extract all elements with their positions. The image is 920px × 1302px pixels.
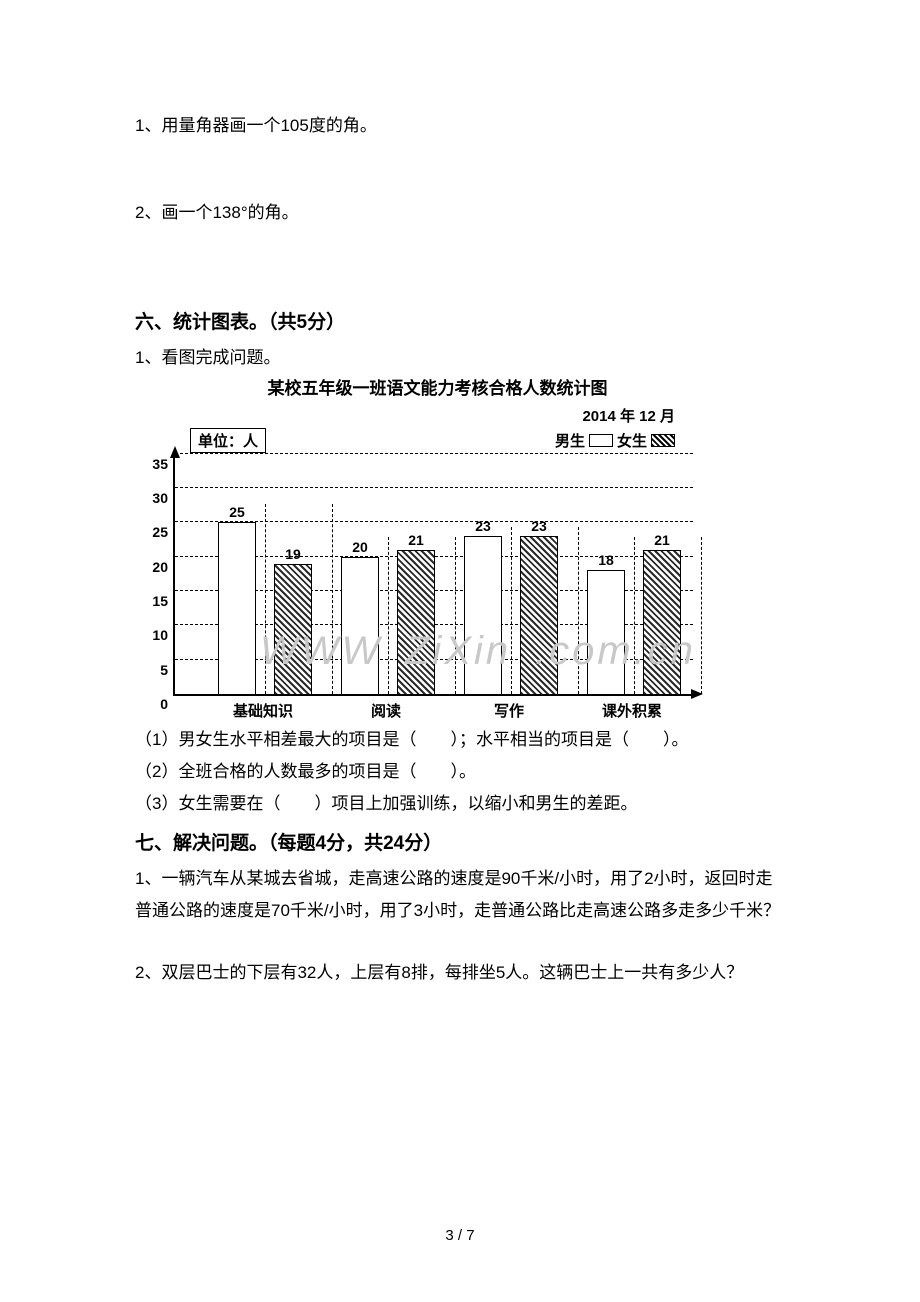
- divider: [388, 537, 389, 694]
- question-1: 1、用量角器画一个105度的角。: [135, 110, 785, 142]
- x-label: 基础知识: [233, 700, 293, 721]
- bar-value: 21: [398, 532, 434, 548]
- divider: [511, 527, 512, 694]
- s6-q1: 1、看图完成问题。: [135, 342, 785, 374]
- page-footer: 3 / 7: [0, 1227, 920, 1244]
- bar-value: 23: [521, 518, 557, 534]
- bar-value: 19: [275, 546, 311, 562]
- bar-value: 18: [588, 552, 624, 568]
- chart-date: 2014 年 12 月: [582, 405, 675, 426]
- bar-value: 21: [644, 532, 680, 548]
- bar-male: 20: [341, 557, 379, 694]
- bar-female: 21: [397, 550, 435, 694]
- bar-female: 21: [643, 550, 681, 694]
- s6-sub2: （2）全班合格的人数最多的项目是（ ）。: [135, 756, 785, 788]
- section-7-heading: 七、解决问题。（每题4分，共24分）: [135, 825, 785, 863]
- bar-value: 20: [342, 539, 378, 555]
- y-tick: 5: [160, 662, 168, 678]
- plot-area: WWW ZiXin .com.cn 2519202123231821: [173, 456, 693, 696]
- divider: [265, 504, 266, 694]
- y-tick: 10: [152, 627, 168, 643]
- bar-male: 23: [464, 536, 502, 694]
- bar-male: 18: [587, 570, 625, 693]
- y-tick: 15: [152, 593, 168, 609]
- y-arrow-icon: [170, 446, 180, 458]
- y-tick: 0: [160, 696, 168, 712]
- section-6-heading: 六、统计图表。（共5分）: [135, 304, 785, 342]
- divider: [332, 504, 333, 694]
- unit-label: 单位：人: [190, 428, 266, 453]
- y-axis: 35302520151050: [135, 456, 173, 696]
- y-tick: 35: [152, 456, 168, 472]
- legend-male-swatch: [589, 434, 613, 447]
- x-label: 阅读: [371, 700, 401, 721]
- legend-male-label: 男生: [555, 430, 585, 451]
- y-tick: 20: [152, 559, 168, 575]
- s6-sub3: （3）女生需要在（ ）项目上加强训练，以缩小和男生的差距。: [135, 788, 785, 820]
- x-label: 课外积累: [602, 700, 662, 721]
- x-axis-labels: 基础知识 阅读 写作 课外积累: [173, 696, 693, 722]
- y-tick: 30: [152, 490, 168, 506]
- gridline: [175, 453, 693, 454]
- y-tick: 25: [152, 524, 168, 540]
- s7-q1: 1、一辆汽车从某城去省城，走高速公路的速度是90千米/小时，用了2小时，返回时走…: [135, 863, 785, 928]
- legend: 男生 女生: [555, 430, 675, 451]
- x-label: 写作: [494, 700, 524, 721]
- bar-male: 25: [218, 522, 256, 693]
- bar-chart: 某校五年级一班语文能力考核合格人数统计图 2014 年 12 月 男生 女生 单…: [135, 374, 695, 722]
- question-2: 2、画一个138°的角。: [135, 197, 785, 229]
- divider: [455, 537, 456, 694]
- divider: [634, 537, 635, 694]
- legend-female-swatch: [651, 434, 675, 447]
- legend-female-label: 女生: [617, 430, 647, 451]
- chart-title: 某校五年级一班语文能力考核合格人数统计图: [180, 374, 695, 402]
- s7-q2: 2、双层巴士的下层有32人，上层有8排，每排坐5人。这辆巴士上一共有多少人？: [135, 957, 785, 989]
- s6-sub1: （1）男女生水平相差最大的项目是（ ）；水平相当的项目是（ ）。: [135, 724, 785, 756]
- bar-value: 25: [219, 504, 255, 520]
- bar-value: 23: [465, 518, 501, 534]
- bar-female: 19: [274, 564, 312, 694]
- divider: [701, 537, 702, 694]
- gridline: [175, 487, 693, 488]
- divider: [578, 527, 579, 694]
- bar-female: 23: [520, 536, 558, 694]
